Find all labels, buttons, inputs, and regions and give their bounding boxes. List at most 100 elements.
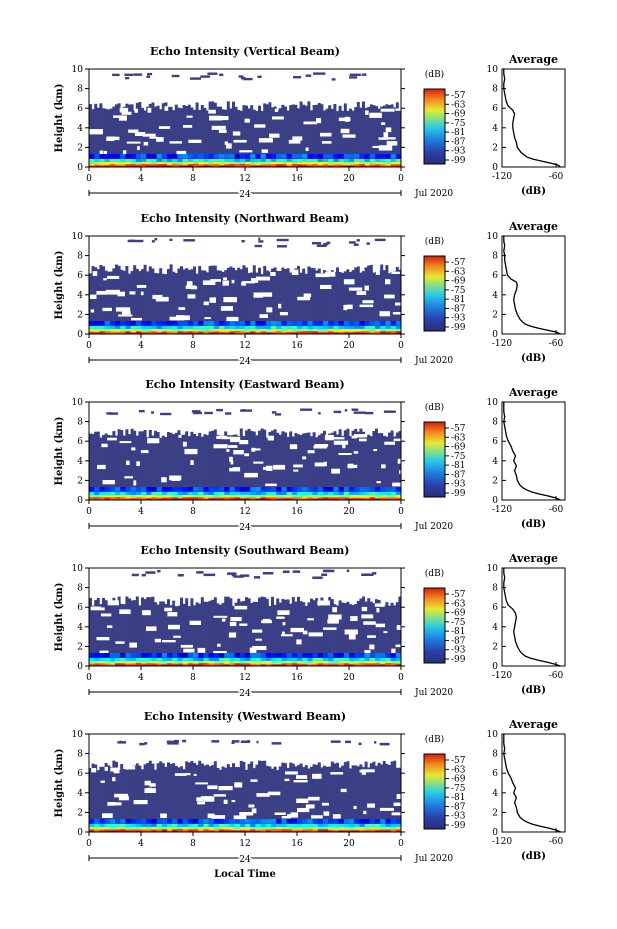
echo-cell <box>177 574 184 577</box>
echo-cell <box>302 332 308 334</box>
echo-cell <box>130 321 137 326</box>
echo-gap <box>155 296 169 302</box>
echo-gap <box>110 767 119 772</box>
echo-cell <box>161 492 168 495</box>
echo-cell <box>343 159 350 162</box>
echo-cell <box>271 664 277 666</box>
echo-cell <box>359 272 363 334</box>
echo-cell <box>250 159 256 162</box>
echo-cell <box>317 492 324 495</box>
echo-cell <box>148 760 152 832</box>
echo-cell <box>359 598 363 666</box>
y-tick-label: 8 <box>77 584 83 594</box>
echo-cell <box>245 660 251 664</box>
echo-cell <box>281 660 287 664</box>
echo-cell <box>109 492 116 495</box>
echo-gap <box>244 118 250 123</box>
echo-gap <box>376 608 380 613</box>
echo-cell <box>375 653 381 658</box>
echo-cell <box>250 332 256 334</box>
echo-cell <box>250 653 256 658</box>
echo-cell <box>167 164 173 166</box>
echo-cell <box>135 154 142 159</box>
echo-cell <box>364 328 371 332</box>
echo-cell <box>161 763 165 832</box>
echo-cell <box>115 664 121 666</box>
echo-cell <box>390 487 397 492</box>
echo-cell <box>221 602 225 666</box>
echo-cell <box>281 332 287 334</box>
echo-cell <box>388 273 391 334</box>
echo-gap <box>230 436 241 443</box>
echo-cell <box>130 492 137 495</box>
echo-cell <box>146 106 150 167</box>
echo-cell <box>323 498 329 500</box>
echo-gap <box>256 276 270 281</box>
echo-gap <box>233 815 247 820</box>
echo-cell <box>252 431 256 500</box>
echo-cell <box>255 663 261 665</box>
echo-cell <box>239 760 243 832</box>
echo-cell <box>213 161 220 165</box>
echo-cell <box>89 658 95 661</box>
echo-cell <box>115 663 121 665</box>
echo-cell <box>281 819 287 824</box>
echo-cell <box>146 494 152 498</box>
echo-cell <box>125 829 131 831</box>
echo-cell <box>312 653 319 658</box>
echo-cell <box>273 766 277 832</box>
echo-cell <box>349 328 355 332</box>
echo-cell <box>307 101 311 167</box>
echo-cell <box>328 331 334 333</box>
echo-cell <box>234 487 241 492</box>
echo-cell <box>146 75 151 78</box>
echo-cell <box>286 326 293 329</box>
echo-cell <box>245 328 251 332</box>
echo-cell <box>317 164 324 166</box>
echo-cell <box>94 826 100 830</box>
echo-cell <box>265 104 269 167</box>
echo-cell <box>104 164 111 166</box>
echo-cell <box>115 264 118 334</box>
echo-cell <box>182 498 189 500</box>
echo-gap <box>239 812 254 816</box>
profile-y-tick-label: 10 <box>487 232 499 242</box>
echo-cell <box>317 326 324 329</box>
echo-cell <box>161 819 168 824</box>
profile-x-tick-label: -120 <box>492 671 512 681</box>
echo-cell <box>161 824 168 827</box>
echo-cell <box>333 604 337 666</box>
echo-cell <box>234 326 241 329</box>
y-tick-label: 2 <box>77 476 83 486</box>
echo-cell <box>99 653 105 658</box>
echo-cell <box>395 432 399 500</box>
colorbar-tick-label: -63 <box>451 433 466 443</box>
echo-cell <box>172 497 178 499</box>
echo-cell <box>364 601 368 666</box>
echo-cell <box>172 110 176 167</box>
echo-cell <box>312 658 319 661</box>
echo-cell <box>312 432 316 500</box>
echo-cell <box>234 658 241 661</box>
echo-cell <box>382 605 386 666</box>
echo-cell <box>359 819 365 824</box>
echo-gap <box>167 612 178 617</box>
echo-cell <box>265 331 272 333</box>
echo-cell <box>167 332 173 334</box>
echo-cell <box>182 332 189 334</box>
echo-cell <box>241 409 246 412</box>
echo-cell <box>242 600 246 666</box>
x-tick-label: 0 <box>398 839 404 849</box>
echo-cell <box>125 332 131 334</box>
echo-gap <box>232 131 241 136</box>
x-tick-label: 0 <box>398 673 404 683</box>
echo-cell <box>122 270 126 334</box>
echo-gap <box>107 600 119 606</box>
colorbar-tick-label: -63 <box>451 765 466 775</box>
echo-cell <box>193 331 199 333</box>
echo-cell <box>341 435 345 500</box>
echo-cell <box>390 498 397 500</box>
echo-cell <box>182 164 189 166</box>
echo-gap <box>254 448 261 451</box>
y-tick-label: 0 <box>77 330 83 340</box>
